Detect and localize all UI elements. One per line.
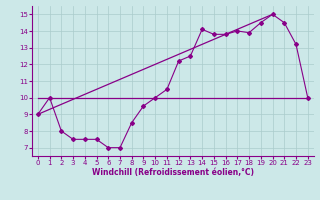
X-axis label: Windchill (Refroidissement éolien,°C): Windchill (Refroidissement éolien,°C) (92, 168, 254, 177)
